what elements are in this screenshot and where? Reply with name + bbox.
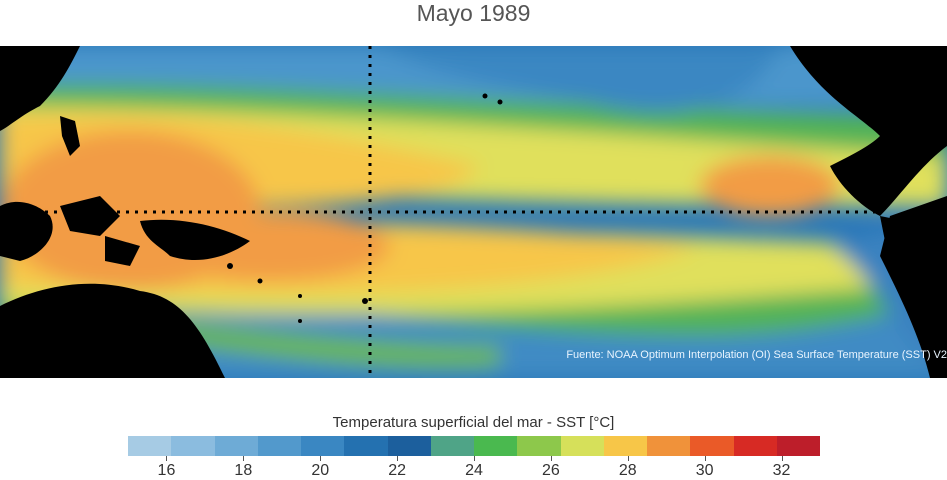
colorbar-swatch xyxy=(647,436,691,456)
colorbar-tick-label: 22 xyxy=(388,462,407,479)
colorbar-tick-mark xyxy=(397,456,399,461)
colorbar-swatch xyxy=(690,436,734,456)
colorbar-tick-label: 30 xyxy=(695,462,714,479)
colorbar-tick-label: 26 xyxy=(541,462,560,479)
colorbar-swatch xyxy=(257,436,301,456)
colorbar-tick-label: 16 xyxy=(157,462,176,479)
colorbar-tick-mark xyxy=(550,456,552,461)
colorbar-tick-label: 20 xyxy=(311,462,330,479)
colorbar-tick-mark xyxy=(781,456,783,461)
land xyxy=(0,46,947,378)
colorbar-swatch xyxy=(214,436,258,456)
colorbar xyxy=(128,436,820,456)
colorbar-swatch xyxy=(560,436,604,456)
colorbar-tick-mark xyxy=(166,456,168,461)
colorbar-swatch xyxy=(430,436,474,456)
sst-map xyxy=(0,46,947,378)
colorbar-tick-mark xyxy=(704,456,706,461)
colorbar-tick-label: 18 xyxy=(234,462,253,479)
colorbar-tick-label: 28 xyxy=(618,462,637,479)
colorbar-tick-mark xyxy=(627,456,629,461)
colorbar-title: Temperatura superficial del mar - SST [°… xyxy=(332,414,615,431)
colorbar-tick-label: 24 xyxy=(465,462,483,479)
colorbar-swatch xyxy=(474,436,518,456)
colorbar-swatch xyxy=(603,436,647,456)
colorbar-swatch xyxy=(776,436,820,456)
colorbar-swatch xyxy=(301,436,345,456)
colorbar-swatch xyxy=(128,436,172,456)
colorbar-ticks: 16 18 20 22 24 26 28 30 32 xyxy=(128,456,820,480)
colorbar-swatch xyxy=(517,436,561,456)
colorbar-swatch xyxy=(344,436,388,456)
chart-title: Mayo 1989 xyxy=(416,0,531,26)
colorbar-swatch xyxy=(171,436,215,456)
colorbar-tick-label: 32 xyxy=(772,462,791,479)
colorbar-tick-mark xyxy=(243,456,245,461)
colorbar-tick-mark xyxy=(320,456,322,461)
colorbar-tick-mark xyxy=(474,456,475,461)
colorbar-swatch xyxy=(387,436,431,456)
colorbar-swatch xyxy=(733,436,777,456)
source-note: Fuente: NOAA Optimum Interpolation (OI) … xyxy=(566,349,947,361)
